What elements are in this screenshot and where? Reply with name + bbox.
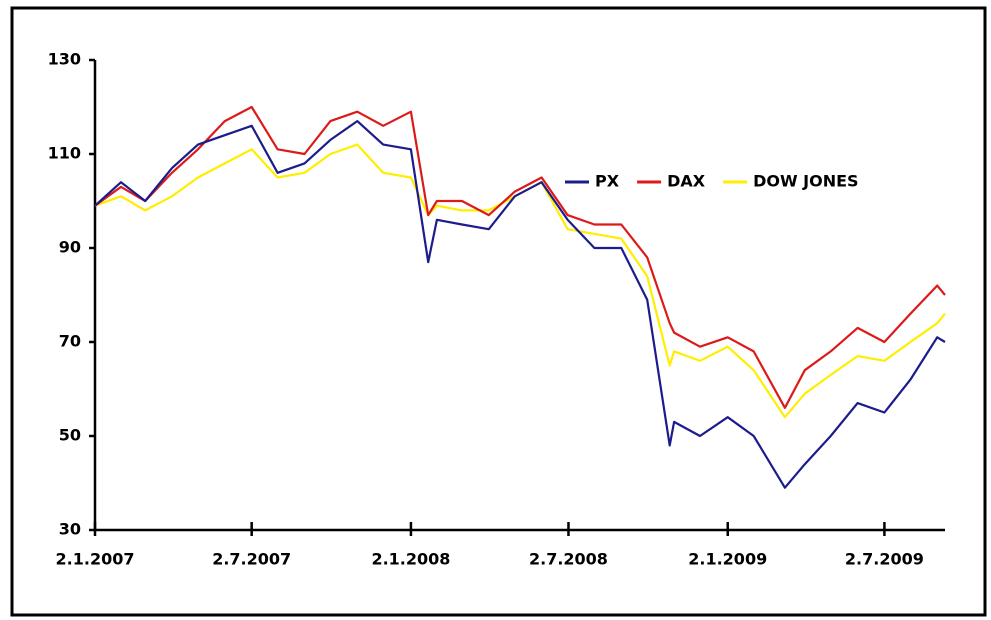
y-tick-label: 110 (48, 144, 81, 163)
series-line (94, 120, 946, 489)
x-tick-label: 2.1.2008 (371, 550, 450, 569)
x-tick-label: 2.7.2009 (845, 550, 924, 569)
y-tick-label: 90 (59, 238, 81, 257)
series-line (94, 105, 946, 409)
legend-label: DOW JONES (753, 172, 859, 191)
x-tick-label: 2.1.2007 (56, 550, 135, 569)
y-tick-label: 30 (59, 520, 81, 539)
frame (10, 6, 987, 617)
x-tick-label: 2.7.2007 (212, 550, 291, 569)
y-tick-label: 130 (48, 50, 81, 69)
x-tick-label: 2.7.2008 (529, 550, 608, 569)
legend-label: DAX (667, 172, 706, 191)
y-tick-label: 70 (59, 332, 81, 351)
legend-label: PX (595, 172, 620, 191)
x-tick-label: 2.1.2009 (688, 550, 767, 569)
y-tick-label: 50 (59, 426, 81, 445)
